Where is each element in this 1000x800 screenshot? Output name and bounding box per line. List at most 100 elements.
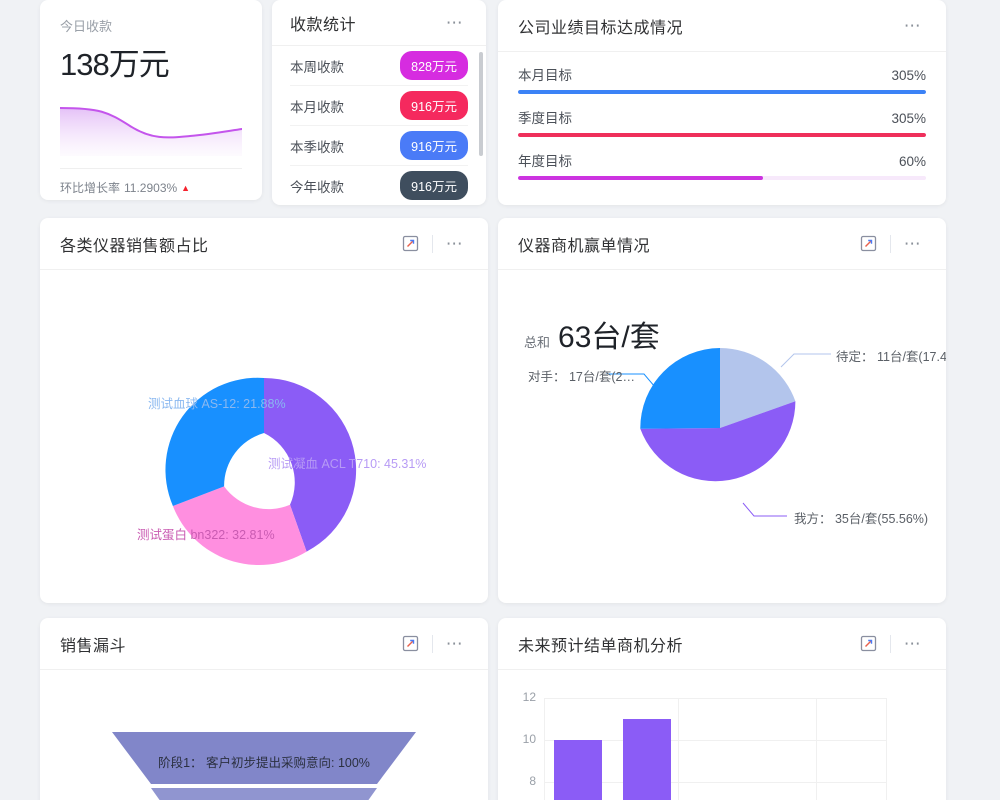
stat-row: 本周收款 828万元	[290, 46, 468, 86]
y-tick-2: 8	[529, 774, 536, 788]
company-goals-card: 公司业绩目标达成情况 ⋯ 本月目标 305% 季度目标 305% 年度目标 60%	[498, 0, 946, 205]
instrument-win-rate-body: 总和 63台/套 待定： 11台/套(17.46… 对手： 17台/套(2… 我…	[498, 270, 946, 603]
external-link-icon[interactable]	[855, 631, 881, 657]
income-statistics-body[interactable]: 本周收款 828万元 本月收款 916万元 本季收款 916万元 今年收款 916万元	[272, 46, 486, 205]
growth-rate-label: 环比增长率	[60, 181, 121, 195]
scrollbar-thumb[interactable]	[479, 52, 483, 156]
header-divider	[432, 234, 433, 253]
goal-progress-fill	[518, 90, 926, 94]
goal-percent: 60%	[898, 154, 926, 169]
donut-label-2: 测试蛋白 bn322: 32.81%	[137, 528, 275, 542]
ellipsis-icon[interactable]: ⋯	[903, 233, 923, 253]
sales-funnel-title: 销售漏斗	[60, 637, 127, 655]
instrument-win-rate-card: 仪器商机赢单情况 ⋯ 总和 63台/套	[498, 218, 946, 603]
pie-label-competitor: 对手： 17台/套(2…	[528, 370, 635, 384]
goal-name: 本月目标	[518, 68, 572, 83]
sales-funnel-body: 阶段1： 客户初步提出采购意向: 100% 阶段2： 客户上报采购计划及审批: …	[40, 670, 488, 800]
header-divider	[432, 634, 433, 653]
donut-label-1: 测试凝血 ACL T710: 45.31%	[268, 457, 427, 471]
axis-line	[544, 698, 545, 800]
stat-row: 本季收款 916万元	[290, 126, 468, 166]
income-statistics-title: 收款统计	[290, 16, 357, 34]
today-income-card: 今日收款 138万元 环比增长率 11.2903% ▲	[40, 0, 262, 200]
stat-row-badge: 916万元	[400, 131, 468, 160]
today-income-label: 今日收款	[60, 19, 113, 34]
instrument-sales-share-body: 测试血球 AS-12: 21.88% 测试凝血 ACL T710: 45.31%…	[40, 270, 488, 603]
win-total: 总和 63台/套	[524, 312, 660, 356]
goal-name: 季度目标	[518, 111, 572, 126]
future-deals-header: 未来预计结单商机分析 ⋯	[498, 618, 946, 670]
triangle-up-icon: ▲	[181, 182, 191, 193]
stat-row-badge: 828万元	[400, 51, 468, 80]
gridline	[816, 698, 817, 800]
growth-rate-value: 11.2903%	[124, 180, 178, 195]
pie-label-ours: 我方： 35台/套(55.56%)	[794, 512, 929, 526]
win-total-label: 总和	[524, 335, 551, 350]
goal-progress-track	[518, 90, 926, 94]
external-link-icon[interactable]	[397, 631, 423, 657]
stat-row-badge: 916万元	[400, 91, 468, 120]
goal-percent: 305%	[891, 111, 926, 126]
goal-progress-track	[518, 176, 926, 180]
donut-chart	[40, 270, 488, 603]
stat-row: 今年收款 916万元	[290, 166, 468, 205]
goal-item: 本月目标 305%	[518, 64, 926, 94]
sales-funnel-header: 销售漏斗 ⋯	[40, 618, 488, 670]
today-income-footer: 环比增长率 11.2903% ▲	[60, 168, 242, 196]
funnel-chart	[112, 732, 416, 800]
company-goals-title: 公司业绩目标达成情况	[518, 19, 684, 37]
goal-progress-fill	[518, 176, 763, 180]
company-goals-header: 公司业绩目标达成情况 ⋯	[498, 0, 946, 52]
gridline	[678, 698, 679, 800]
company-goals-body: 本月目标 305% 季度目标 305% 年度目标 60%	[498, 52, 946, 180]
gridline	[544, 740, 886, 741]
income-statistics-card: 收款统计 ⋯ 本周收款 828万元 本月收款 916万元 本季收款 916万元 今年收款 91…	[272, 0, 486, 205]
goal-item: 年度目标 60%	[518, 150, 926, 180]
ellipsis-icon[interactable]: ⋯	[445, 233, 465, 253]
today-income-value: 138万元	[60, 47, 170, 82]
bar-1[interactable]	[623, 719, 671, 800]
y-tick-1: 10	[522, 732, 536, 746]
sales-funnel-card: 销售漏斗 ⋯ 阶段1： 客户初步提出采购意向: 100% 阶段2： 客户	[40, 618, 488, 800]
stat-row: 本月收款 916万元	[290, 86, 468, 126]
stat-row-label: 本季收款	[290, 139, 344, 155]
ellipsis-icon[interactable]: ⋯	[445, 12, 465, 32]
future-deals-title: 未来预计结单商机分析	[518, 637, 684, 655]
gridline	[886, 698, 887, 800]
stat-row-badge: 916万元	[400, 171, 468, 200]
external-link-icon[interactable]	[855, 231, 881, 257]
ellipsis-icon[interactable]: ⋯	[903, 633, 923, 653]
today-income-sparkline	[59, 98, 243, 156]
header-divider	[890, 634, 891, 653]
future-deals-body: 12 10 8	[498, 670, 946, 800]
goal-item: 季度目标 305%	[518, 107, 926, 137]
y-tick-0: 12	[522, 690, 536, 704]
ellipsis-icon[interactable]: ⋯	[445, 633, 465, 653]
donut-label-0: 测试血球 AS-12: 21.88%	[148, 397, 286, 411]
instrument-sales-share-title: 各类仪器销售额占比	[60, 237, 209, 255]
ellipsis-icon[interactable]: ⋯	[903, 15, 923, 35]
stat-row-label: 今年收款	[290, 179, 344, 195]
win-total-value: 63台/套	[558, 321, 660, 354]
instrument-win-rate-header: 仪器商机赢单情况 ⋯	[498, 218, 946, 270]
gridline	[544, 698, 886, 699]
future-deals-card: 未来预计结单商机分析 ⋯ 12	[498, 618, 946, 800]
pie-label-pending: 待定： 11台/套(17.46…	[836, 350, 946, 364]
goal-progress-fill	[518, 133, 926, 137]
gridline	[544, 782, 886, 783]
funnel-stage-label-0: 阶段1： 客户初步提出采购意向: 100%	[158, 756, 370, 770]
instrument-sales-share-card: 各类仪器销售额占比 ⋯	[40, 218, 488, 603]
instrument-sales-share-header: 各类仪器销售额占比 ⋯	[40, 218, 488, 270]
stat-row-label: 本月收款	[290, 99, 344, 115]
pie-chart	[606, 348, 831, 517]
goal-percent: 305%	[891, 68, 926, 83]
goal-name: 年度目标	[518, 154, 572, 169]
stat-row-label: 本周收款	[290, 59, 344, 75]
income-statistics-header: 收款统计 ⋯	[272, 0, 486, 46]
external-link-icon[interactable]	[397, 231, 423, 257]
goal-progress-track	[518, 133, 926, 137]
bar-0[interactable]	[554, 740, 602, 800]
instrument-win-rate-title: 仪器商机赢单情况	[518, 237, 651, 255]
header-divider	[890, 234, 891, 253]
